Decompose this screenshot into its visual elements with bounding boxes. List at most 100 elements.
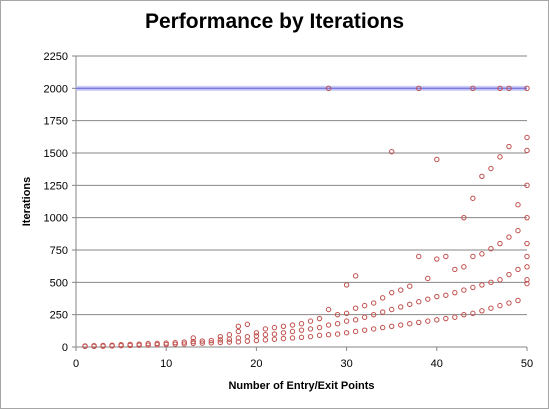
data-point <box>443 253 449 260</box>
data-point <box>398 304 404 310</box>
y-tick-label: 1250 <box>44 180 68 192</box>
data-point <box>524 182 530 189</box>
data-point <box>470 253 476 260</box>
data-point <box>271 336 278 342</box>
data-point <box>271 331 278 337</box>
data-point <box>452 314 458 320</box>
data-point <box>470 310 476 317</box>
data-point <box>370 326 377 332</box>
data-point <box>262 326 269 332</box>
data-point <box>470 284 476 291</box>
data-point <box>470 195 476 201</box>
data-point <box>416 299 422 305</box>
data-point <box>226 336 233 342</box>
data-point <box>515 266 521 273</box>
data-point <box>443 315 449 322</box>
data-point <box>524 85 530 92</box>
data-point <box>253 333 260 339</box>
data-point <box>352 317 359 323</box>
data-point <box>379 295 386 301</box>
data-point <box>154 340 160 347</box>
data-point <box>217 333 224 340</box>
data-point <box>361 302 368 309</box>
data-point <box>352 328 359 335</box>
data-point <box>109 342 115 348</box>
data-point <box>515 202 521 208</box>
data-point <box>479 251 485 257</box>
x-tick-label: 10 <box>160 358 172 370</box>
x-tick-label: 30 <box>340 358 352 370</box>
data-point <box>298 321 305 327</box>
data-point <box>325 306 332 313</box>
data-point <box>181 341 187 347</box>
data-point <box>416 85 422 92</box>
data-point <box>389 289 395 296</box>
data-point <box>226 332 233 338</box>
x-tick-label: 20 <box>250 358 262 370</box>
data-point <box>316 332 323 339</box>
data-point <box>271 324 278 331</box>
x-tick-label: 0 <box>73 358 79 370</box>
data-point <box>398 322 404 328</box>
data-point <box>307 326 314 332</box>
data-point <box>298 334 305 340</box>
y-tick-label: 750 <box>50 245 68 257</box>
data-point <box>91 343 97 349</box>
data-point <box>488 165 494 172</box>
data-point <box>316 324 323 331</box>
data-point <box>461 311 467 318</box>
y-tick-label: 2250 <box>44 51 68 63</box>
data-point <box>343 282 350 288</box>
data-point <box>407 321 413 327</box>
data-point <box>289 335 296 341</box>
data-point <box>208 337 215 344</box>
data-point <box>389 306 395 313</box>
data-point <box>334 311 341 318</box>
data-point <box>370 300 377 306</box>
data-point <box>443 292 449 298</box>
data-point <box>235 328 242 335</box>
data-point <box>524 253 530 260</box>
data-point <box>199 338 205 344</box>
data-point <box>506 300 512 306</box>
data-point <box>461 264 467 270</box>
data-point <box>262 332 269 338</box>
data-point <box>280 323 287 330</box>
data-point <box>434 256 440 262</box>
data-point <box>461 214 467 221</box>
data-point <box>515 227 521 234</box>
y-tick-label: 1500 <box>44 148 68 160</box>
data-point <box>479 308 485 314</box>
data-point <box>524 134 530 141</box>
data-point <box>307 333 314 340</box>
data-point <box>352 305 359 311</box>
data-point <box>334 321 341 327</box>
data-point <box>461 287 467 293</box>
data-point <box>434 156 440 163</box>
data-point <box>389 149 395 155</box>
data-point <box>506 85 512 92</box>
data-point <box>488 246 494 252</box>
data-point <box>407 301 413 308</box>
data-point <box>316 315 323 322</box>
data-point <box>416 253 422 260</box>
data-point <box>488 305 494 311</box>
data-point <box>280 335 287 342</box>
data-point <box>479 282 485 288</box>
data-point <box>352 273 359 279</box>
data-point <box>389 323 395 330</box>
data-point <box>379 324 386 331</box>
data-point <box>416 319 422 326</box>
data-point <box>497 277 503 283</box>
x-tick-label: 40 <box>431 358 443 370</box>
data-point <box>244 321 251 328</box>
data-point <box>524 240 530 247</box>
data-point <box>497 302 503 309</box>
data-point <box>497 85 503 92</box>
data-point <box>425 318 431 324</box>
data-point <box>253 330 260 336</box>
data-point <box>334 331 341 337</box>
data-point <box>181 339 187 345</box>
